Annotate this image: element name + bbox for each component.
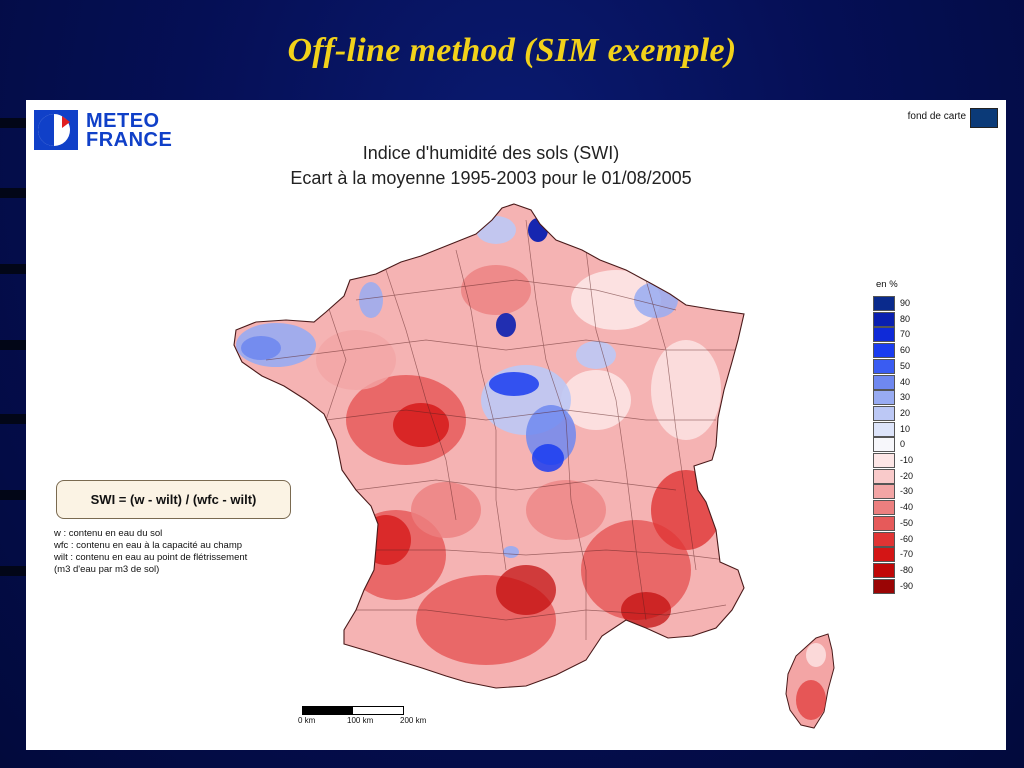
definition-wfc: wfc : contenu en eau à la capacité au ch… [54, 540, 243, 551]
map-panel: METEO FRANCE fond de carte Indice d'humi… [26, 100, 1006, 750]
background-stripe [0, 414, 26, 424]
legend-label: 10 [900, 423, 911, 434]
definition-w: w : contenu en eau du sol [54, 528, 163, 539]
legend-swatch [873, 515, 895, 531]
legend-label: 60 [900, 345, 911, 356]
fond-de-carte-icon[interactable] [970, 108, 998, 128]
legend-swatch [873, 296, 895, 311]
legend-label: -50 [900, 517, 914, 528]
meteo-france-logo-icon [34, 110, 78, 150]
legend-swatch [873, 468, 895, 484]
legend-swatch [873, 484, 895, 500]
legend-swatch [873, 453, 895, 468]
legend-swatch [873, 374, 895, 390]
legend-swatch [873, 578, 895, 594]
legend-label: 40 [900, 376, 911, 387]
legend-label: 20 [900, 407, 911, 418]
scale-label-0: 0 km [298, 716, 316, 725]
legend-label: -30 [900, 486, 914, 497]
logo-line2: FRANCE [86, 129, 173, 151]
legend-swatch [873, 437, 895, 453]
background-stripe [0, 264, 26, 274]
legend-swatch [873, 327, 895, 343]
swi-formula: SWI = (w - wilt) / (wfc - wilt) [56, 480, 291, 519]
legend-label: -60 [900, 533, 914, 544]
background-stripe [0, 188, 26, 198]
scale-label-200: 200 km [400, 716, 427, 725]
legend-unit: en % [876, 279, 898, 290]
scale-label-100: 100 km [347, 716, 374, 725]
legend-swatch [873, 358, 895, 374]
logo-line1: METEO [86, 110, 160, 132]
scale-segment-2 [352, 706, 404, 715]
background-stripe [0, 490, 26, 500]
legend-swatch [873, 547, 895, 563]
fond-de-carte-label: fond de carte [907, 111, 966, 122]
legend-label: 90 [900, 298, 911, 308]
legend-label: 30 [900, 392, 911, 403]
france-outline [233, 203, 745, 689]
background-stripe [0, 340, 26, 350]
formula-definitions: w : contenu en eau du sol wfc : contenu … [54, 528, 247, 576]
legend-swatch [873, 562, 895, 578]
legend-label: -20 [900, 470, 914, 481]
legend-swatch [873, 405, 895, 421]
legend-swatch [873, 531, 895, 547]
legend-swatch [873, 311, 895, 327]
legend-label: -80 [900, 564, 914, 575]
legend-swatch [873, 421, 895, 437]
legend-label: -10 [900, 455, 914, 465]
legend-swatch [873, 500, 895, 516]
legend-label: -70 [900, 549, 914, 560]
definition-wilt: wilt : contenu en eau au point de flétri… [54, 552, 248, 563]
legend-swatch [873, 390, 895, 406]
scale-segment-1 [302, 706, 354, 715]
legend-label: 70 [900, 329, 911, 340]
legend-label: -90 [900, 580, 914, 591]
legend-label: 0 [900, 439, 906, 450]
background-stripe [0, 118, 26, 128]
france-swi-map [233, 203, 835, 729]
legend-swatch [873, 343, 895, 359]
background-stripe [0, 566, 26, 576]
meteo-france-logo: METEO FRANCE [32, 108, 202, 154]
map-title: Indice d'humidité des sols (SWI) [362, 143, 620, 163]
legend-label: 50 [900, 360, 911, 371]
slide-title: Off-line method (SIM exemple) [287, 32, 737, 69]
legend-label: 80 [900, 313, 911, 324]
map-subtitle: Ecart à la moyenne 1995-2003 pour le 01/… [290, 168, 692, 188]
definition-units: (m3 d'eau par m3 de sol) [54, 564, 160, 575]
legend-label: -40 [900, 502, 914, 513]
